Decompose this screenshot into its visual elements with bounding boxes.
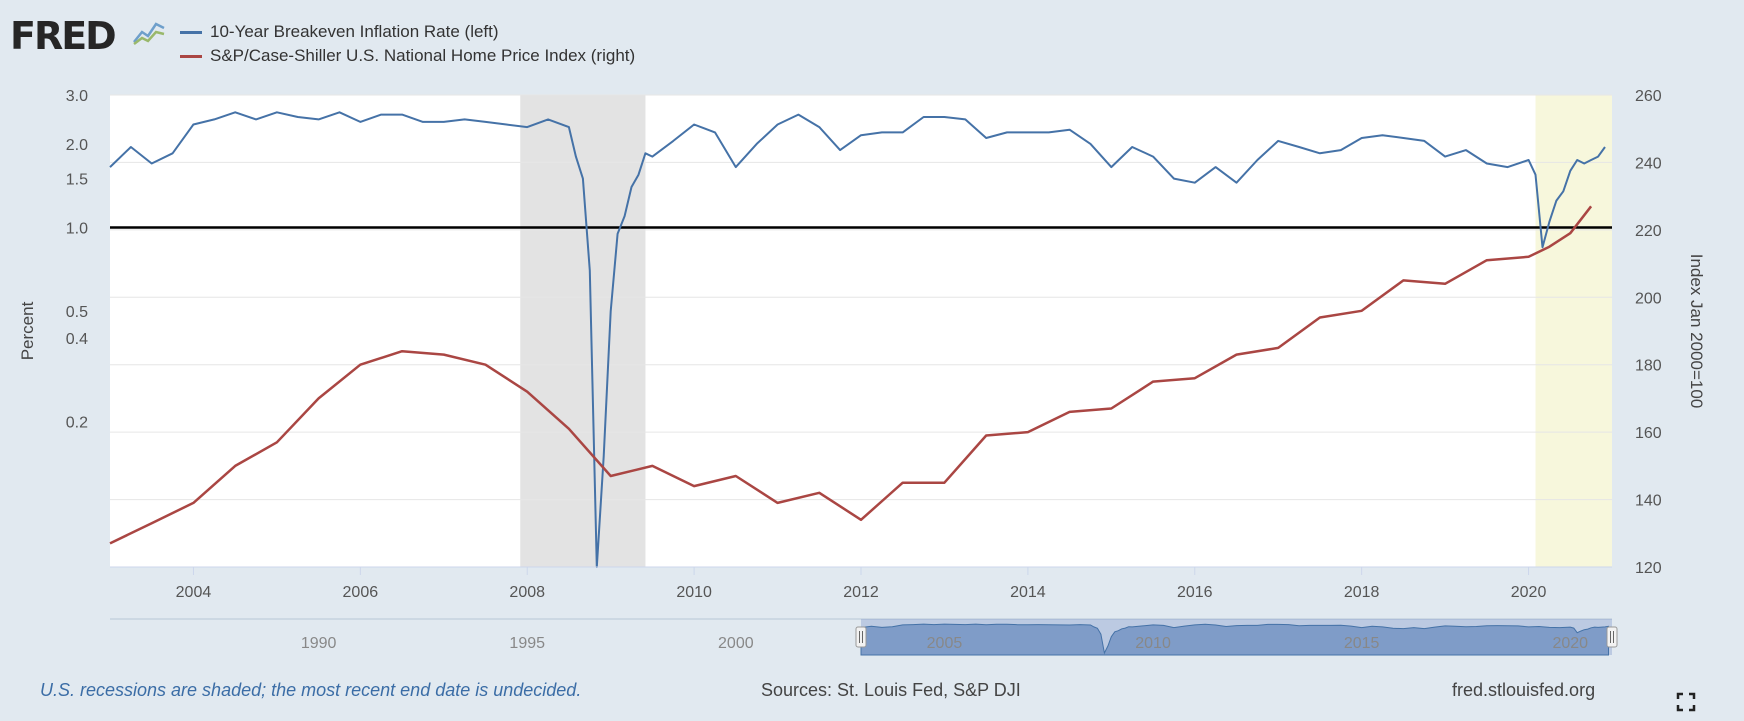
legend-label-breakeven: 10-Year Breakeven Inflation Rate (left)	[210, 22, 499, 41]
fred-line-graph-icon	[132, 18, 166, 46]
shaded-period-recession-undecided	[1535, 95, 1612, 567]
navigator-tick-label: 1990	[301, 635, 337, 652]
left-tick-label: 0.5	[66, 304, 88, 321]
legend-item-home-price[interactable]: S&P/Case-Shiller U.S. National Home Pric…	[180, 44, 635, 68]
navigator-right-handle[interactable]	[1606, 626, 1618, 648]
right-tick-label: 240	[1635, 155, 1662, 172]
site-link[interactable]: fred.stlouisfed.org	[1452, 680, 1596, 700]
fred-logo[interactable]: FRED	[10, 14, 117, 58]
right-tick-label: 140	[1635, 493, 1662, 510]
fullscreen-icon[interactable]	[1676, 692, 1696, 712]
navigator-tick-label: 2005	[927, 635, 963, 652]
legend-item-breakeven[interactable]: 10-Year Breakeven Inflation Rate (left)	[180, 20, 635, 44]
navigator-left-handle[interactable]	[855, 626, 867, 648]
legend-swatch-home-price	[180, 54, 202, 58]
left-tick-label: 2.0	[66, 137, 88, 154]
right-tick-label: 220	[1635, 223, 1662, 240]
legend-swatch-breakeven	[180, 30, 202, 34]
x-tick-label: 2008	[509, 584, 545, 601]
right-axis-title: Index Jan 2000=100	[1687, 254, 1706, 409]
x-tick-label: 2004	[176, 584, 212, 601]
plot-background	[110, 95, 1612, 567]
left-axis-title: Percent	[18, 301, 37, 360]
left-tick-label: 3.0	[66, 88, 88, 105]
x-tick-label: 2012	[843, 584, 879, 601]
right-tick-label: 120	[1635, 560, 1662, 577]
x-tick-label: 2018	[1344, 584, 1380, 601]
left-tick-label: 1.5	[66, 172, 88, 189]
home-price-series-line	[109, 205, 1593, 545]
right-tick-label: 180	[1635, 358, 1662, 375]
right-tick-label: 260	[1635, 88, 1662, 105]
left-tick-label: 0.2	[66, 415, 88, 432]
right-tick-label: 200	[1635, 290, 1662, 307]
sources-text: Sources: St. Louis Fed, S&P DJI	[761, 680, 1021, 700]
x-tick-label: 2020	[1511, 584, 1547, 601]
shaded-period-recession	[520, 95, 646, 567]
navigator-tick-label: 2010	[1135, 635, 1171, 652]
breakeven-series-line	[109, 111, 1606, 568]
chart-legend: 10-Year Breakeven Inflation Rate (left) …	[180, 20, 635, 68]
x-tick-label: 2016	[1177, 584, 1213, 601]
x-tick-label: 2006	[343, 584, 379, 601]
left-tick-label: 1.0	[66, 221, 88, 238]
navigator-tick-label: 1995	[509, 635, 545, 652]
navigator-tick-label: 2000	[718, 635, 754, 652]
navigator-tick-label: 2020	[1552, 635, 1588, 652]
right-tick-label: 160	[1635, 425, 1662, 442]
legend-label-home-price: S&P/Case-Shiller U.S. National Home Pric…	[210, 46, 636, 65]
x-tick-label: 2014	[1010, 584, 1046, 601]
chart-canvas[interactable]: 2004 2006 2008 2010 2012 2014 2016 2018 2020 3.0…	[0, 0, 1744, 670]
recession-note: U.S. recessions are shaded; the most rec…	[40, 680, 582, 700]
x-tick-label: 2010	[676, 584, 712, 601]
navigator-series-area	[860, 623, 1609, 656]
left-tick-label: 0.4	[66, 331, 88, 348]
range-navigator[interactable]: 1990 1995 2000 2005 2010 2015 2020	[110, 618, 1618, 656]
navigator-tick-label: 2015	[1344, 635, 1380, 652]
